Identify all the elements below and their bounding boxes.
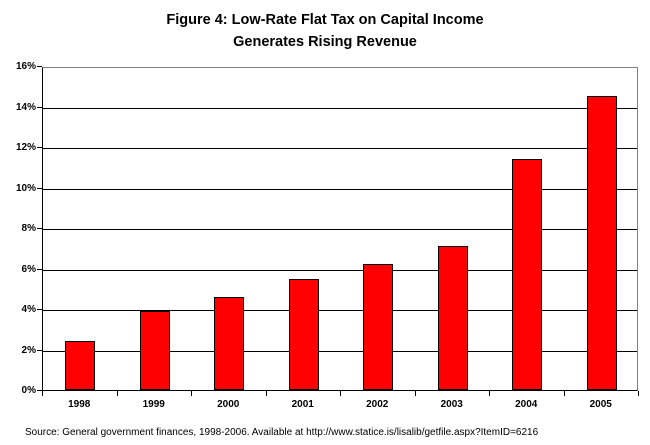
bar-2001 [288,278,319,390]
gridline-12% [43,148,637,149]
x-axis-tick-8 [638,391,639,396]
x-axis-label-1999: 1999 [142,399,165,410]
bar-2002 [363,264,394,390]
y-axis-label-6%: 6% [21,263,36,275]
gridline-10% [43,188,637,190]
x-axis-label-2002: 2002 [366,399,389,410]
x-axis-label-2005: 2005 [589,399,612,410]
gridline-4% [43,310,637,311]
y-axis-tick-14% [37,106,42,108]
y-axis-label-0%: 0% [21,385,36,396]
gridline-2% [43,350,637,352]
y-axis-label-4%: 4% [21,304,36,315]
x-axis-tick-6 [489,391,490,396]
y-axis-tick-6% [37,268,42,270]
y-axis-label-2%: 2% [21,344,36,356]
bar-2000 [214,296,245,390]
chart-title-line-1: Figure 4: Low-Rate Flat Tax on Capital I… [166,12,484,28]
bar-2005 [586,96,617,390]
x-axis-label-2001: 2001 [291,399,314,410]
y-axis-tick-8% [37,228,42,229]
source-note: Source: General government finances, 199… [25,427,539,438]
y-axis-label-16%: 16% [15,61,36,72]
x-axis-label-2004: 2004 [515,399,538,410]
x-axis-label-2000: 2000 [217,399,240,410]
bar-2004 [512,159,543,390]
x-axis-tick-2 [191,391,192,396]
x-axis-label-2003: 2003 [440,399,463,410]
y-axis-tick-0% [37,390,42,391]
x-axis-tick-3 [265,391,267,396]
gridline-14% [43,107,637,109]
y-axis-tick-12% [37,147,42,148]
plot-area [42,67,638,391]
bar-2003 [437,246,468,390]
y-axis-label-10%: 10% [15,182,36,194]
y-axis-tick-10% [37,187,42,189]
x-axis-tick-0 [42,391,43,396]
chart-title: Figure 4: Low-Rate Flat Tax on Capital I… [0,9,650,53]
x-axis-label-1998: 1998 [68,399,91,410]
chart-title-line-2: Generates Rising Revenue [233,34,417,50]
y-axis-tick-2% [37,349,42,351]
y-axis-tick-4% [37,309,42,310]
bar-1999 [139,311,170,390]
gridline-6% [43,269,637,271]
gridline-8% [43,229,637,230]
x-axis-tick-1 [116,391,118,396]
x-axis-tick-5 [414,391,416,396]
y-axis-tick-16% [37,66,42,67]
x-axis-tick-4 [340,391,341,396]
y-axis-label-12%: 12% [15,142,36,153]
y-axis-label-8%: 8% [21,223,36,234]
y-axis-label-14%: 14% [15,101,36,113]
bar-1998 [65,341,96,390]
x-axis-tick-7 [563,391,565,396]
